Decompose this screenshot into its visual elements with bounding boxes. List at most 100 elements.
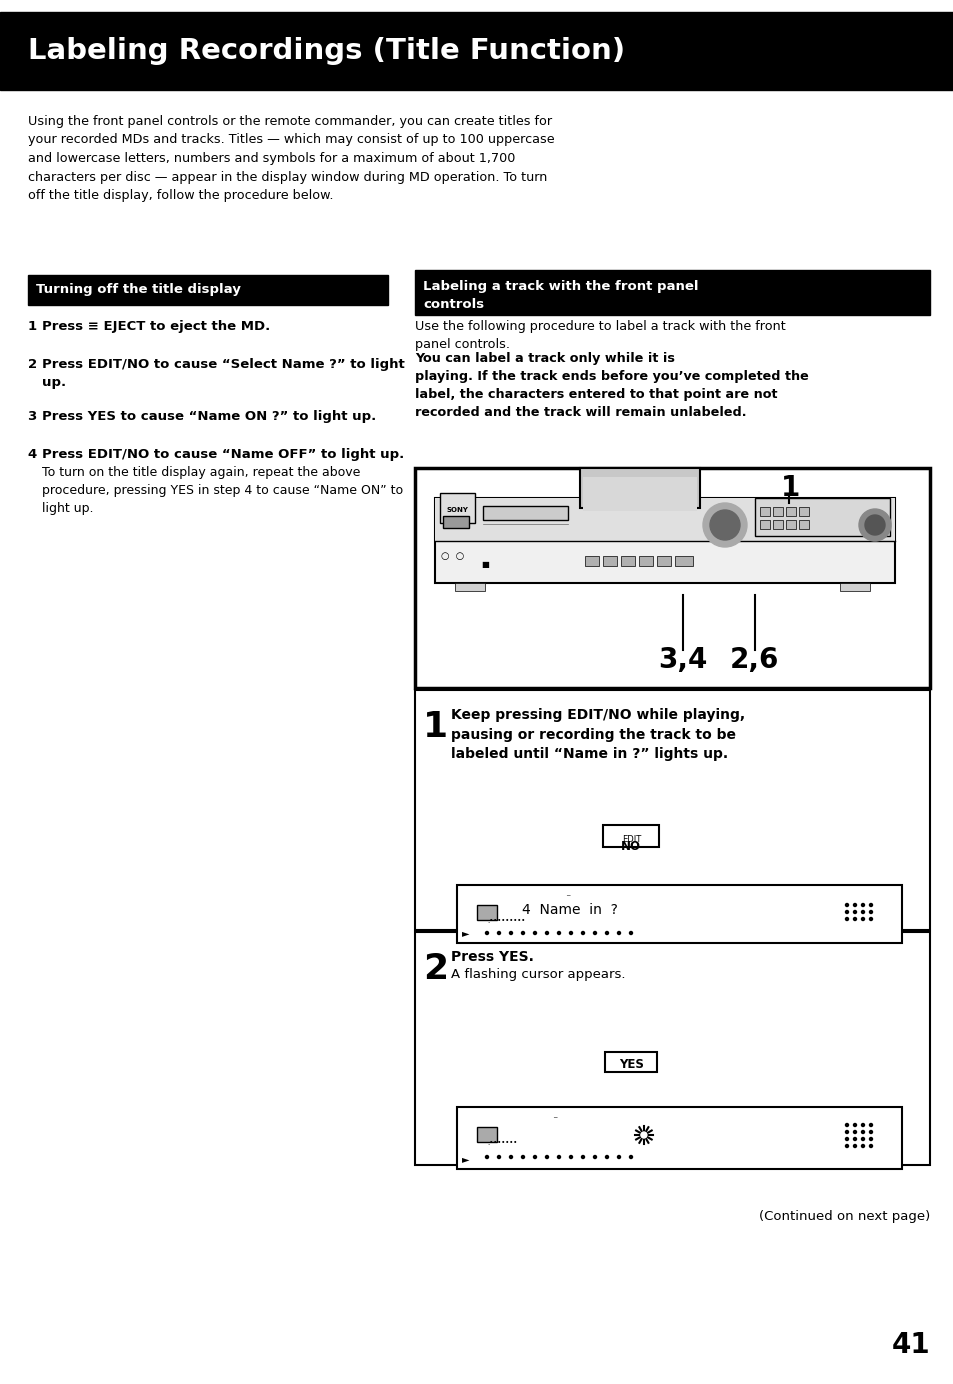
Bar	[620, 556, 635, 566]
Bar	[840, 583, 869, 591]
Bar	[799, 520, 808, 529]
Circle shape	[629, 1156, 632, 1158]
Bar	[785, 520, 795, 529]
Text: 1: 1	[781, 473, 800, 502]
Text: Labeling a track with the front panel
controls: Labeling a track with the front panel co…	[422, 280, 698, 310]
Text: 1: 1	[28, 320, 42, 334]
Bar	[675, 556, 692, 566]
Text: Press EDIT/NO to cause “Name OFF” to light up.: Press EDIT/NO to cause “Name OFF” to lig…	[42, 448, 404, 461]
Text: 41: 41	[890, 1331, 929, 1359]
Circle shape	[861, 1138, 863, 1140]
Circle shape	[844, 904, 847, 907]
Circle shape	[497, 931, 500, 934]
Circle shape	[605, 1156, 608, 1158]
Bar	[0, 12, 953, 90]
Text: Press EDIT/NO to cause “Select Name ?” to light
up.: Press EDIT/NO to cause “Select Name ?” t…	[42, 358, 404, 389]
Text: YES: YES	[618, 1057, 643, 1070]
Text: ‾: ‾	[553, 1118, 556, 1124]
Circle shape	[864, 515, 884, 536]
Circle shape	[868, 1145, 872, 1147]
Bar	[602, 556, 617, 566]
Circle shape	[861, 1131, 863, 1133]
Bar	[476, 1127, 497, 1142]
Bar	[476, 905, 497, 920]
Text: 3: 3	[28, 410, 42, 424]
Bar	[785, 507, 795, 516]
Circle shape	[861, 911, 863, 913]
Bar	[28, 275, 388, 304]
Text: Use the following procedure to label a track with the front
panel controls.: Use the following procedure to label a t…	[415, 320, 785, 352]
Text: Press ≡ EJECT to eject the MD.: Press ≡ EJECT to eject the MD.	[42, 320, 270, 334]
Bar	[772, 507, 782, 516]
Circle shape	[545, 931, 548, 934]
Circle shape	[853, 911, 856, 913]
Circle shape	[868, 1124, 872, 1127]
Text: ►: ►	[461, 1154, 469, 1164]
Circle shape	[545, 1156, 548, 1158]
Bar	[772, 520, 782, 529]
Text: .•••••••••: .•••••••••	[486, 918, 525, 925]
Circle shape	[861, 904, 863, 907]
Bar	[456, 1107, 901, 1169]
Bar	[602, 825, 659, 847]
Circle shape	[485, 1156, 488, 1158]
Bar	[439, 493, 475, 523]
Text: 2,6: 2,6	[729, 646, 779, 674]
Circle shape	[868, 1131, 872, 1133]
Circle shape	[853, 904, 856, 907]
Circle shape	[868, 904, 872, 907]
Circle shape	[861, 918, 863, 920]
Text: Labeling Recordings (Title Function): Labeling Recordings (Title Function)	[28, 37, 624, 65]
Text: Press YES to cause “Name ON ?” to light up.: Press YES to cause “Name ON ?” to light …	[42, 410, 375, 424]
Bar	[657, 556, 670, 566]
Bar	[582, 477, 697, 511]
Bar	[579, 468, 700, 508]
Circle shape	[861, 1124, 863, 1127]
Circle shape	[640, 1132, 646, 1138]
Text: SONY: SONY	[446, 507, 468, 513]
Text: You can label a track only while it is
playing. If the track ends before you’ve : You can label a track only while it is p…	[415, 352, 808, 419]
Circle shape	[581, 931, 584, 934]
Bar	[584, 556, 598, 566]
Circle shape	[868, 1138, 872, 1140]
Text: ■: ■	[480, 561, 489, 569]
Bar	[415, 931, 929, 1165]
Text: (Continued on next page): (Continued on next page)	[758, 1210, 929, 1223]
Circle shape	[557, 1156, 560, 1158]
Text: 3,4: 3,4	[658, 646, 707, 674]
Bar	[799, 507, 808, 516]
Circle shape	[533, 931, 536, 934]
Circle shape	[868, 911, 872, 913]
Circle shape	[844, 1131, 847, 1133]
Circle shape	[853, 1138, 856, 1140]
Circle shape	[617, 1156, 619, 1158]
Bar	[435, 498, 894, 583]
Bar	[455, 583, 484, 591]
Text: 2: 2	[422, 952, 448, 985]
Text: A flashing cursor appears.: A flashing cursor appears.	[451, 967, 625, 981]
Bar	[760, 507, 769, 516]
Circle shape	[569, 1156, 572, 1158]
Text: To turn on the title display again, repeat the above
procedure, pressing YES in : To turn on the title display again, repe…	[42, 466, 403, 515]
Text: Keep pressing EDIT/NO while playing,
pausing or recording the track to be
labele: Keep pressing EDIT/NO while playing, pau…	[451, 709, 744, 761]
Text: 1: 1	[422, 710, 448, 745]
Text: ►: ►	[461, 929, 469, 938]
Bar	[604, 1052, 657, 1073]
Bar	[435, 498, 894, 541]
Text: Turning off the title display: Turning off the title display	[36, 284, 240, 296]
Circle shape	[844, 911, 847, 913]
Circle shape	[557, 931, 560, 934]
Text: .•••••••: .•••••••	[486, 1140, 517, 1146]
Text: NO: NO	[620, 840, 640, 854]
Circle shape	[497, 1156, 500, 1158]
Bar	[442, 516, 469, 529]
Circle shape	[868, 918, 872, 920]
Text: 2: 2	[28, 358, 42, 371]
Circle shape	[509, 1156, 512, 1158]
Circle shape	[844, 1145, 847, 1147]
Bar	[456, 884, 901, 943]
Circle shape	[533, 1156, 536, 1158]
Circle shape	[853, 1131, 856, 1133]
Circle shape	[593, 1156, 596, 1158]
Circle shape	[844, 1138, 847, 1140]
